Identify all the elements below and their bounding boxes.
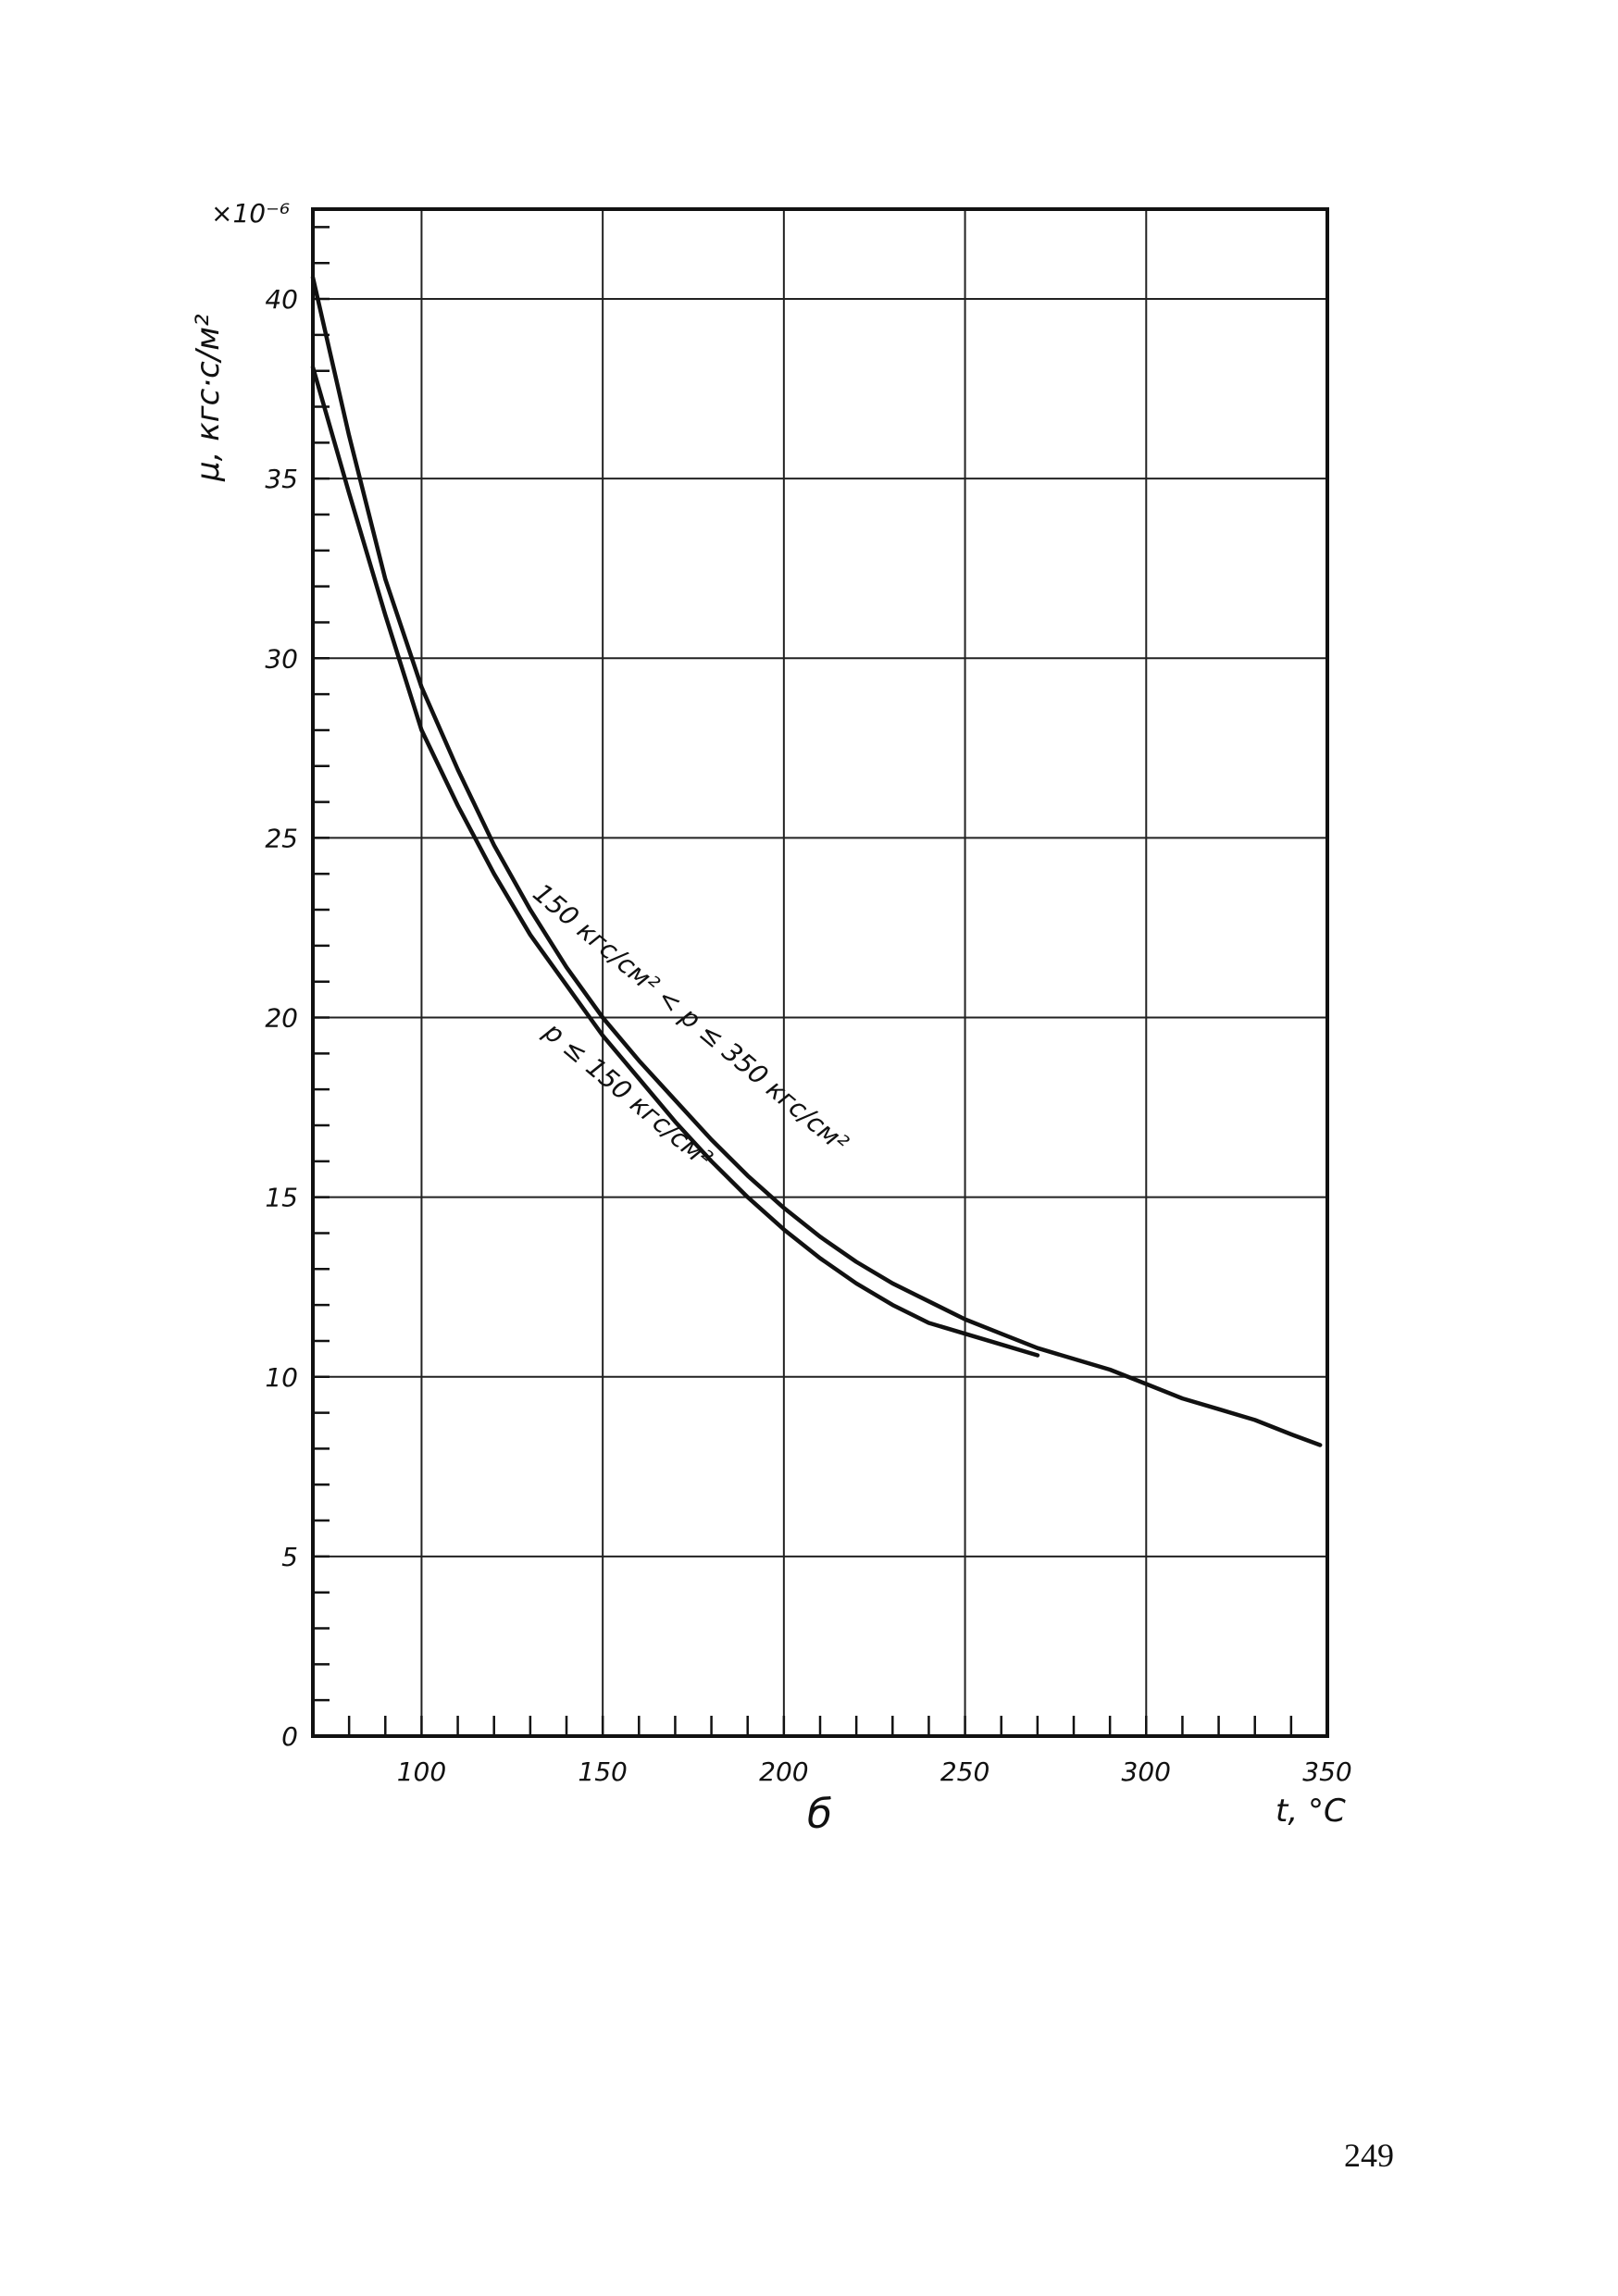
y-tick-label: 15 (265, 1183, 298, 1213)
y-tick-label: 40 (265, 284, 298, 315)
x-tick-label: 300 (1122, 1756, 1171, 1787)
y-tick-label: 0 (281, 1721, 298, 1752)
series-line-0 (310, 275, 1323, 1447)
x-tick-label: 200 (759, 1756, 808, 1787)
y-tick-label: 25 (265, 823, 298, 853)
grid-lines (313, 209, 1327, 1736)
x-tick-label: 350 (1302, 1756, 1351, 1787)
page-number: 249 (1344, 2137, 1394, 2174)
y-tick-label: 5 (281, 1542, 298, 1572)
curve-label-low-pressure: p ≤ 150 кгс/см² (538, 1015, 718, 1173)
x-tick-label: 150 (578, 1756, 627, 1787)
x-axis-label: t, °C (1276, 1793, 1346, 1830)
y-multiplier: ×10⁻⁶ (211, 198, 290, 229)
plot-frame (311, 207, 1329, 1738)
y-axis-label: μ, кгс·с/м² (190, 314, 227, 482)
series-line-1 (310, 365, 1040, 1358)
figure-label: б (807, 1791, 832, 1838)
y-tick-labels: 0 5 10 15 20 25 30 35 40 (265, 284, 298, 1752)
curves (310, 275, 1323, 1447)
x-tick-label: 100 (397, 1756, 446, 1787)
minor-ticks (311, 226, 1293, 1736)
y-tick-label: 10 (265, 1362, 298, 1393)
x-tick-labels: 100 150 200 250 300 350 (397, 1756, 1352, 1787)
x-tick-label: 250 (940, 1756, 989, 1787)
y-tick-label: 20 (265, 1003, 298, 1034)
y-tick-label: 30 (265, 643, 298, 674)
y-tick-label: 35 (265, 464, 298, 494)
